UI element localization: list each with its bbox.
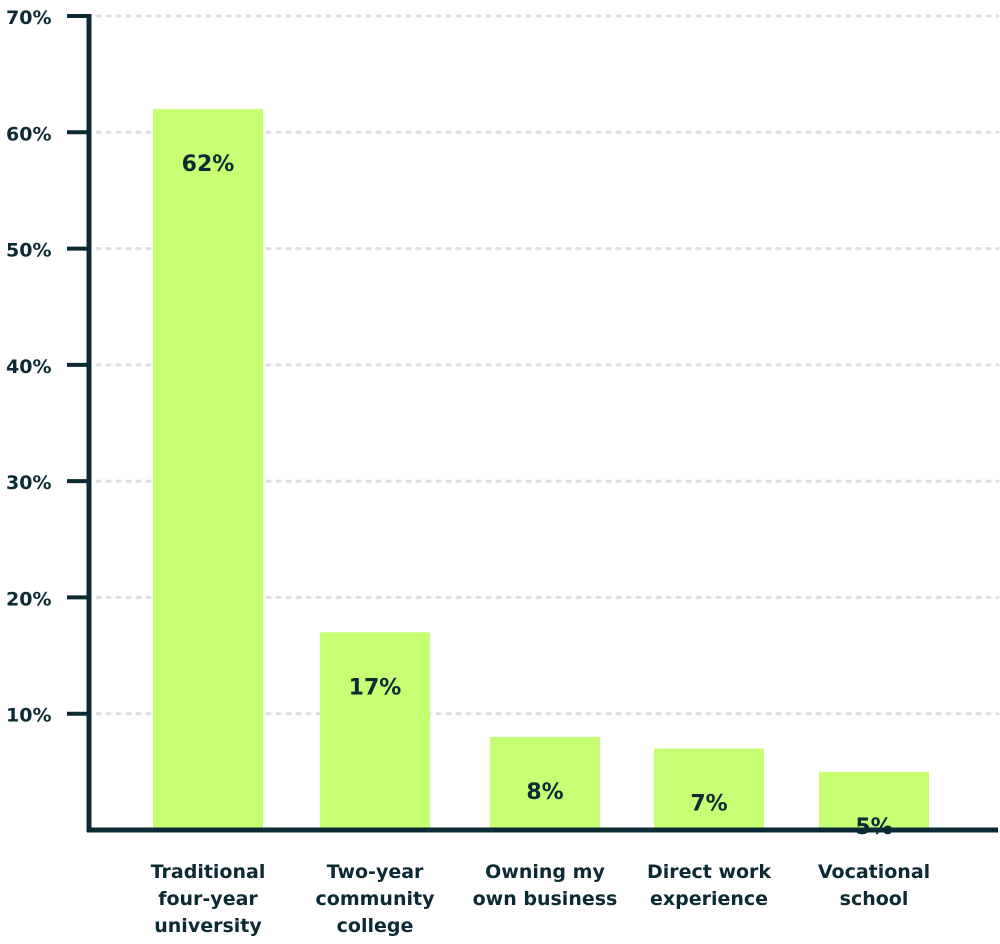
x-category-label-line: own business — [473, 888, 618, 910]
x-category-label: Traditional four-year university — [151, 861, 266, 937]
y-tick-label: 30% — [6, 472, 51, 494]
x-axis-category-labels: Traditional four-year university Two-year co… — [151, 861, 931, 937]
x-category-label-line: Owning my — [485, 861, 605, 883]
bar-value-label: 5% — [855, 815, 892, 840]
bar — [490, 736, 600, 830]
x-category-label: Two-year community college — [316, 861, 436, 937]
y-tick-label: 10% — [6, 705, 51, 727]
bar-value-labels: 62% 17% 8% 7% 5% — [182, 152, 893, 840]
x-category-label-line: Traditional — [151, 861, 266, 883]
x-category-label-line: college — [337, 915, 414, 937]
x-category-label-line: experience — [650, 888, 768, 910]
bars — [153, 109, 929, 831]
x-category-label-line: university — [154, 915, 262, 937]
bar — [819, 771, 929, 830]
x-category-label-line: four-year — [158, 888, 258, 910]
y-tick-label: 60% — [6, 123, 51, 145]
x-category-label: Direct work experience — [647, 861, 771, 910]
y-tick-label: 50% — [6, 240, 51, 262]
x-category-label: Vocational school — [818, 861, 930, 910]
y-tick-label: 20% — [6, 588, 51, 610]
x-category-label-line: Vocational — [818, 861, 930, 883]
x-category-label: Owning my own business — [473, 861, 618, 910]
y-tick-label: 70% — [6, 7, 51, 29]
x-category-label-line: Two-year — [327, 861, 424, 883]
bar-value-label: 62% — [182, 152, 235, 177]
bar — [654, 748, 764, 830]
bar-value-label: 7% — [690, 792, 727, 817]
axes — [86, 14, 998, 833]
bar-value-label: 8% — [526, 780, 563, 805]
x-category-label-line: Direct work — [647, 861, 771, 883]
bar-value-label: 17% — [349, 675, 402, 700]
x-category-label-line: community — [316, 888, 436, 910]
y-axis-ticks: 10% 20% 30% 40% 50% 60% 70% — [6, 7, 89, 727]
y-tick-label: 40% — [6, 356, 51, 378]
bar — [320, 632, 430, 830]
bar — [153, 109, 263, 831]
x-category-label-line: school — [840, 888, 909, 910]
